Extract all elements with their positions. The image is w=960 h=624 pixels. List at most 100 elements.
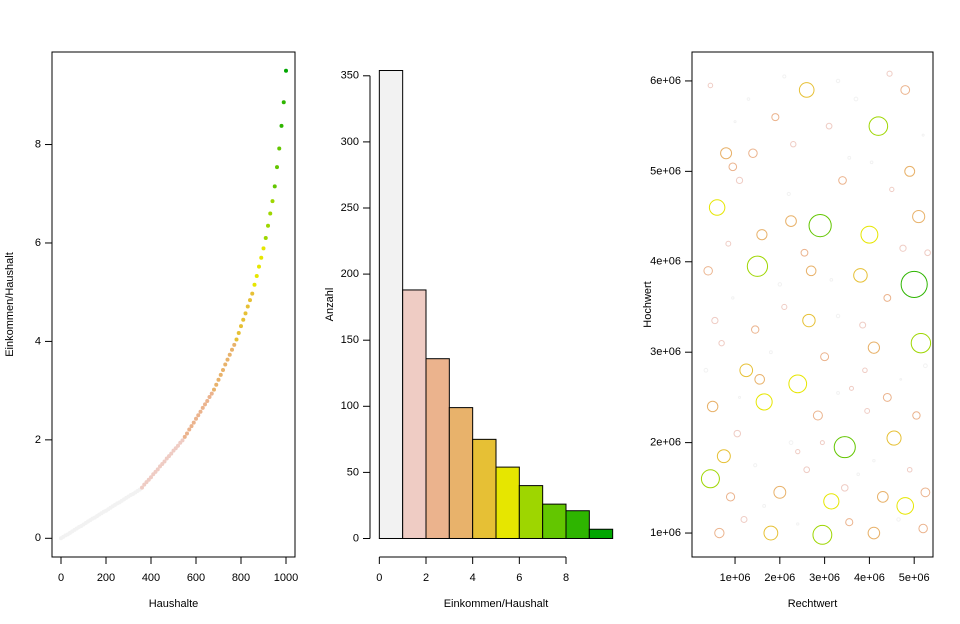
y-tick-label: 350 <box>341 70 359 82</box>
point <box>187 427 192 432</box>
bubble <box>798 82 815 98</box>
point <box>216 377 221 382</box>
bubble <box>763 525 779 541</box>
bubble <box>900 270 928 298</box>
bubble <box>803 466 811 474</box>
point <box>185 431 189 436</box>
bubble <box>899 244 907 252</box>
bubble <box>782 74 787 79</box>
bubble <box>838 176 847 185</box>
x-tick-label: 8 <box>563 572 569 584</box>
point <box>223 362 228 367</box>
point <box>259 255 264 260</box>
point <box>189 424 194 429</box>
bubble <box>746 255 769 277</box>
bubble <box>703 367 709 373</box>
bubble <box>869 160 874 165</box>
bubble <box>714 527 725 539</box>
bubble <box>868 116 889 136</box>
point <box>275 165 279 170</box>
x-tick-label: 2e+06 <box>764 572 795 584</box>
point <box>284 68 288 73</box>
bubble <box>904 165 916 177</box>
point <box>225 357 230 362</box>
bubble <box>703 266 713 276</box>
bubble <box>802 313 816 328</box>
bar <box>425 358 450 539</box>
point <box>176 443 180 448</box>
point <box>207 395 212 400</box>
bubble <box>835 313 841 319</box>
bubble <box>841 484 849 492</box>
bar <box>495 466 520 539</box>
bubble <box>889 186 895 193</box>
point <box>169 451 174 456</box>
bubble <box>706 400 719 413</box>
bubble <box>860 225 879 244</box>
point <box>241 317 246 322</box>
y-tick-label: 1e+06 <box>650 527 681 539</box>
y-axis-title: Einkommen/Haushalt <box>4 252 16 357</box>
point <box>218 372 223 377</box>
bubble <box>805 265 817 277</box>
point <box>245 304 250 309</box>
x-tick-label: 3e+06 <box>809 572 840 584</box>
bubble <box>835 78 841 84</box>
bubble <box>823 493 840 510</box>
bubble <box>812 524 833 545</box>
bubble <box>796 522 800 526</box>
point <box>281 100 286 105</box>
bubble <box>737 395 742 399</box>
bubble <box>756 229 768 241</box>
bubble <box>896 517 901 522</box>
bar <box>378 70 404 539</box>
x-tick-label: 6 <box>516 572 522 584</box>
x-tick-label: 0 <box>58 572 64 584</box>
point <box>239 324 243 329</box>
bar <box>472 438 497 539</box>
point <box>257 264 261 269</box>
bubble <box>762 503 767 508</box>
point <box>277 146 282 151</box>
y-tick-label: 6 <box>35 237 41 249</box>
y-tick-label: 8 <box>35 138 41 150</box>
y-tick-label: 2 <box>35 434 41 446</box>
bubble <box>859 321 867 329</box>
point <box>203 402 207 407</box>
bubble <box>711 316 719 325</box>
bubble <box>886 430 902 446</box>
plot-box <box>691 51 934 558</box>
bubble <box>867 341 881 354</box>
bubble <box>755 393 773 411</box>
point <box>236 331 241 336</box>
bubble <box>754 374 765 385</box>
bubble <box>876 491 889 503</box>
y-tick-label: 200 <box>341 268 359 280</box>
bubble <box>864 408 871 414</box>
bubble <box>790 141 797 148</box>
point <box>279 123 284 128</box>
bar <box>588 528 614 539</box>
x-tick-label: 4 <box>470 572 476 584</box>
bubble <box>836 390 840 395</box>
bubble <box>886 70 893 77</box>
bubble <box>768 350 773 355</box>
bubble <box>845 518 854 527</box>
bubble <box>718 339 725 347</box>
bubble <box>920 487 931 498</box>
bubble <box>773 485 787 499</box>
point <box>221 367 225 372</box>
point <box>149 475 153 480</box>
plot-box <box>51 51 296 558</box>
bubble <box>707 82 714 89</box>
bubble <box>720 147 733 160</box>
point <box>214 382 219 387</box>
bubble <box>771 113 780 122</box>
point <box>180 438 185 443</box>
bubble <box>731 296 735 300</box>
point <box>261 246 266 251</box>
bubble <box>812 410 823 421</box>
bubble <box>753 463 758 468</box>
bubble <box>882 392 892 402</box>
y-tick-label: 0 <box>353 532 359 544</box>
